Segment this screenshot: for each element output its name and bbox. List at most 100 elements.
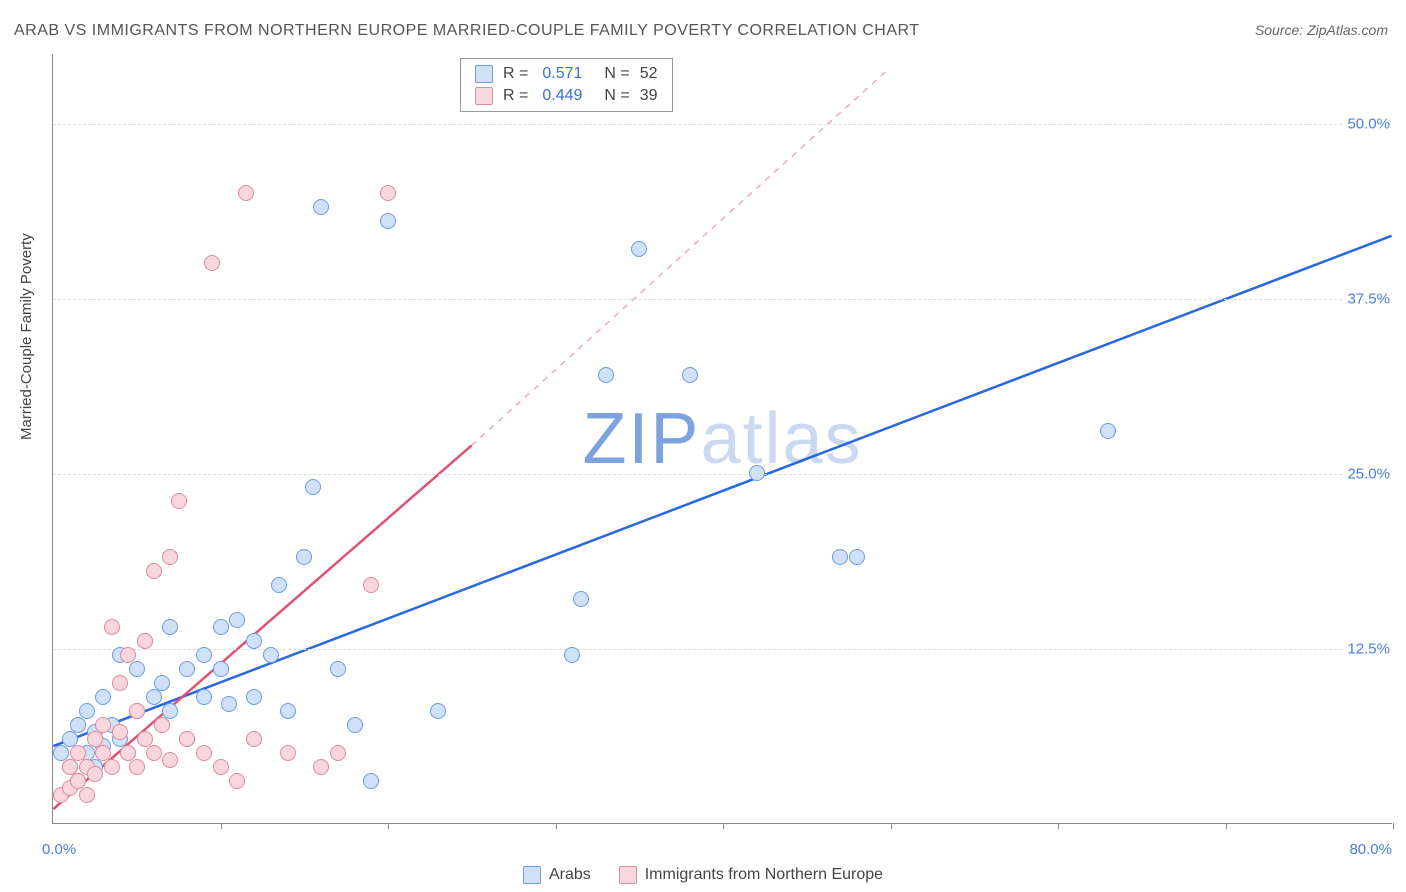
x-tick-mark: [388, 823, 389, 829]
scatter-point: [564, 647, 580, 663]
scatter-point: [104, 619, 120, 635]
scatter-point: [120, 647, 136, 663]
n-value: 52: [640, 65, 658, 83]
scatter-point: [380, 185, 396, 201]
x-axis-max-label: 80.0%: [1349, 841, 1392, 858]
scatter-point: [213, 619, 229, 635]
scatter-point: [347, 717, 363, 733]
scatter-point: [196, 745, 212, 761]
scatter-point: [849, 549, 865, 565]
scatter-point: [204, 255, 220, 271]
scatter-point: [246, 731, 262, 747]
watermark-atlas: atlas: [700, 399, 862, 479]
scatter-point: [430, 703, 446, 719]
scatter-point: [363, 577, 379, 593]
r-label: R =: [503, 65, 528, 83]
gridline-horizontal: [53, 124, 1392, 125]
x-tick-mark: [1058, 823, 1059, 829]
scatter-point: [137, 633, 153, 649]
trend-lines-svg: [53, 54, 1392, 823]
x-tick-mark: [891, 823, 892, 829]
scatter-point: [1100, 423, 1116, 439]
scatter-point: [129, 759, 145, 775]
scatter-point: [162, 752, 178, 768]
x-tick-mark: [1393, 823, 1394, 829]
scatter-point: [112, 675, 128, 691]
scatter-point: [196, 689, 212, 705]
scatter-point: [146, 689, 162, 705]
scatter-point: [229, 612, 245, 628]
gridline-horizontal: [53, 299, 1392, 300]
x-axis-min-label: 0.0%: [42, 841, 76, 858]
source-attribution: Source: ZipAtlas.com: [1255, 22, 1388, 38]
scatter-point: [79, 787, 95, 803]
scatter-point: [95, 717, 111, 733]
swatch-icon: [619, 866, 637, 884]
scatter-point: [313, 759, 329, 775]
scatter-point: [129, 661, 145, 677]
scatter-point: [296, 549, 312, 565]
correlation-legend: R = 0.571 N = 52 R = 0.449 N = 39: [460, 58, 673, 112]
watermark: ZIPatlas: [582, 398, 862, 480]
scatter-point: [196, 647, 212, 663]
legend-label: Immigrants from Northern Europe: [645, 866, 883, 884]
watermark-zip: ZIP: [582, 399, 700, 479]
scatter-point: [79, 703, 95, 719]
scatter-point: [305, 479, 321, 495]
x-tick-mark: [221, 823, 222, 829]
correlation-legend-row: R = 0.449 N = 39: [461, 85, 672, 107]
scatter-point: [162, 549, 178, 565]
scatter-point: [221, 696, 237, 712]
scatter-point: [70, 717, 86, 733]
scatter-point: [146, 563, 162, 579]
n-label: N =: [604, 87, 629, 105]
x-tick-mark: [556, 823, 557, 829]
x-tick-mark: [1226, 823, 1227, 829]
legend-item-immigrants: Immigrants from Northern Europe: [619, 866, 883, 884]
scatter-point: [146, 745, 162, 761]
plot-area: ZIPatlas 12.5% 25.0% 37.5% 50.0%: [52, 54, 1392, 824]
scatter-point: [280, 745, 296, 761]
scatter-point: [179, 731, 195, 747]
scatter-point: [154, 717, 170, 733]
swatch-icon: [523, 866, 541, 884]
scatter-point: [246, 689, 262, 705]
x-tick-mark: [723, 823, 724, 829]
r-label: R =: [503, 87, 528, 105]
series-legend: Arabs Immigrants from Northern Europe: [0, 866, 1406, 884]
scatter-point: [263, 647, 279, 663]
scatter-point: [87, 766, 103, 782]
legend-item-arabs: Arabs: [523, 866, 591, 884]
scatter-point: [229, 773, 245, 789]
scatter-point: [313, 199, 329, 215]
scatter-point: [246, 633, 262, 649]
r-value: 0.449: [542, 87, 582, 105]
r-value: 0.571: [542, 65, 582, 83]
y-tick-label: 25.0%: [1343, 466, 1394, 483]
correlation-legend-row: R =0.571N =52: [461, 63, 672, 85]
scatter-point: [573, 591, 589, 607]
scatter-point: [682, 367, 698, 383]
scatter-point: [330, 661, 346, 677]
swatch-icon: [475, 87, 493, 105]
scatter-point: [162, 619, 178, 635]
scatter-point: [271, 577, 287, 593]
scatter-point: [129, 703, 145, 719]
y-tick-label: 37.5%: [1343, 291, 1394, 308]
scatter-point: [598, 367, 614, 383]
scatter-point: [363, 773, 379, 789]
scatter-point: [179, 661, 195, 677]
swatch-icon: [475, 65, 493, 83]
scatter-point: [380, 213, 396, 229]
y-tick-label: 50.0%: [1343, 116, 1394, 133]
scatter-point: [330, 745, 346, 761]
scatter-point: [95, 689, 111, 705]
gridline-horizontal: [53, 474, 1392, 475]
legend-label: Arabs: [549, 866, 591, 884]
scatter-point: [154, 675, 170, 691]
scatter-point: [213, 661, 229, 677]
n-value: 39: [640, 87, 658, 105]
scatter-point: [832, 549, 848, 565]
scatter-point: [749, 465, 765, 481]
y-tick-label: 12.5%: [1343, 641, 1394, 658]
